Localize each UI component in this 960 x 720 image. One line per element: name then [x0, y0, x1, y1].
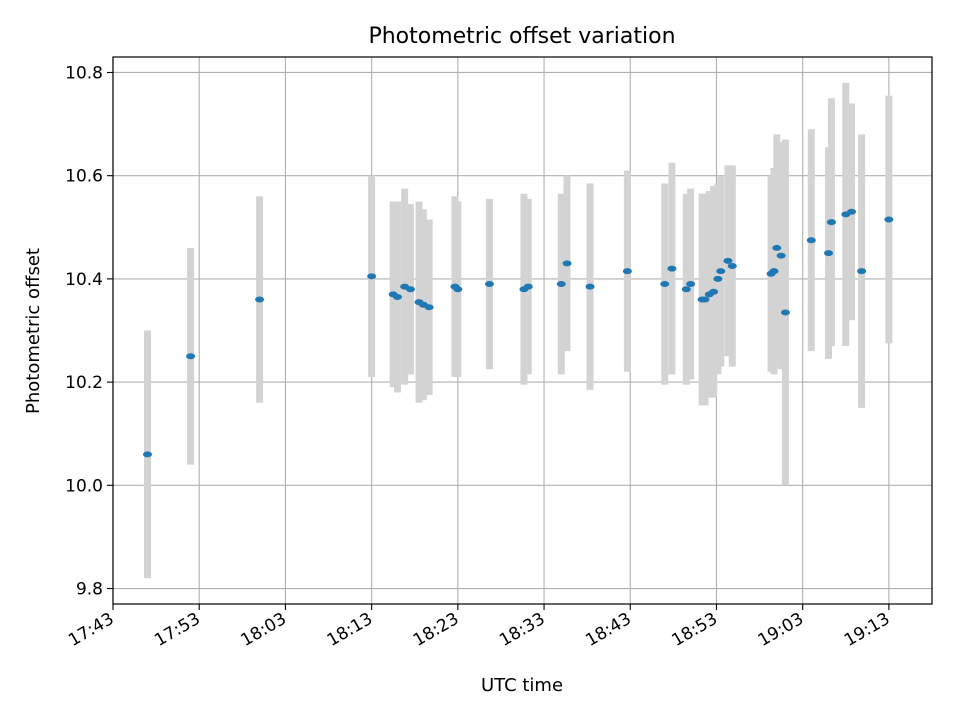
y-tick-label: 10.2 — [65, 373, 103, 393]
data-point — [255, 296, 265, 303]
y-axis-label: Photometric offset — [23, 248, 44, 414]
chart-title: Photometric offset variation — [368, 24, 675, 49]
data-point — [716, 268, 726, 275]
data-point — [713, 275, 723, 282]
y-tick-label: 10.0 — [65, 476, 103, 496]
data-point — [622, 268, 632, 275]
data-point — [424, 304, 434, 311]
data-point — [585, 283, 595, 290]
data-point — [884, 216, 894, 223]
y-tick-label: 9.8 — [76, 580, 103, 600]
data-point — [453, 286, 463, 293]
x-axis-label: UTC time — [481, 675, 563, 696]
y-axis-ticks: 9.8 10.0 10.2 10.4 10.6 10.8 — [65, 63, 113, 600]
data-point — [367, 273, 377, 280]
data-point — [186, 353, 196, 360]
data-point — [681, 286, 691, 293]
data-point — [484, 281, 494, 288]
data-point — [772, 244, 782, 251]
data-point — [857, 268, 867, 275]
y-tick-label: 10.8 — [65, 63, 103, 83]
data-point — [769, 268, 779, 275]
data-point — [660, 281, 670, 288]
data-point — [700, 296, 710, 303]
data-point — [709, 288, 719, 295]
data-point — [142, 451, 152, 458]
plot-frame — [112, 56, 933, 605]
data-point — [847, 208, 857, 215]
data-point — [686, 281, 696, 288]
data-point — [780, 309, 790, 316]
data-point — [556, 281, 566, 288]
data-point — [667, 265, 677, 272]
y-tick-label: 10.6 — [65, 167, 103, 187]
data-point — [727, 262, 737, 269]
data-point — [392, 293, 402, 300]
data-point — [562, 260, 572, 267]
data-point — [826, 219, 836, 226]
data-point — [405, 286, 415, 293]
y-tick-label: 10.4 — [65, 270, 103, 290]
data-point — [806, 237, 816, 244]
data-points — [142, 208, 894, 458]
data-point — [824, 250, 834, 257]
data-point — [776, 252, 786, 259]
data-point — [523, 283, 533, 290]
data-point — [723, 257, 733, 264]
